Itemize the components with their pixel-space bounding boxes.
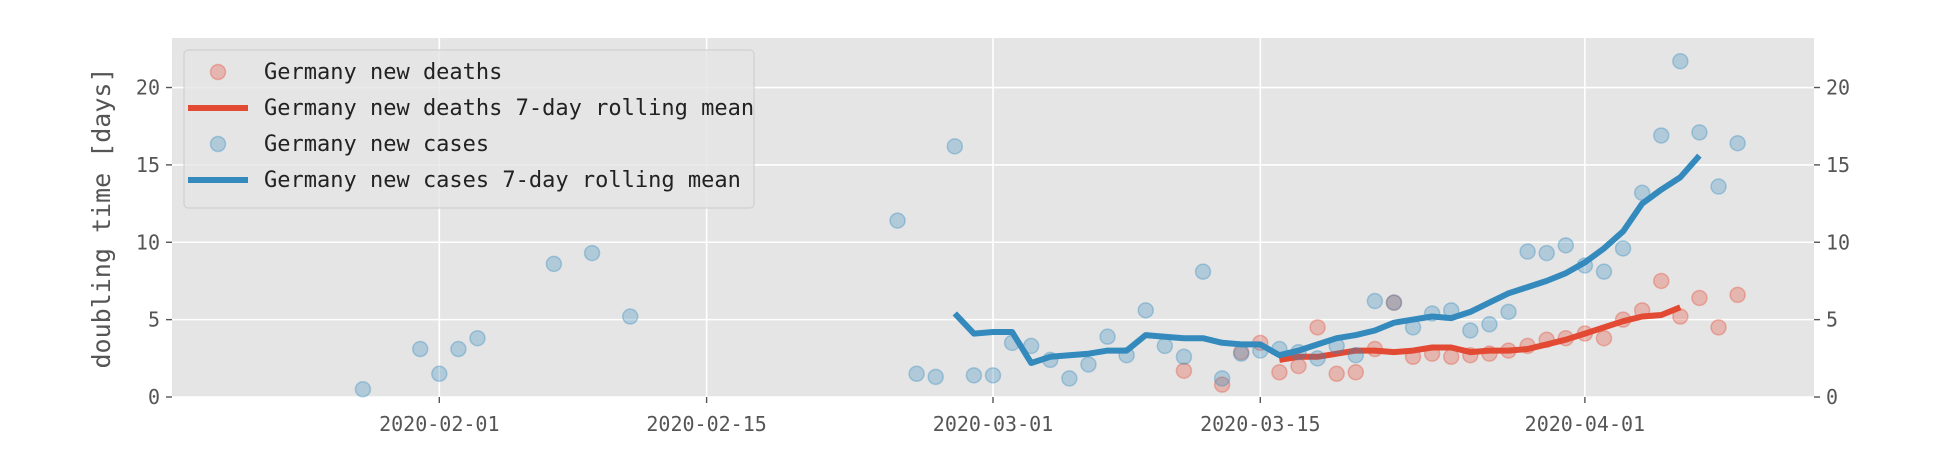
x-tick-label: 2020-02-01: [379, 412, 499, 436]
data-point-series-2: [1385, 294, 1403, 311]
legend-entry-label: Germany new deaths 7-day rolling mean: [264, 96, 754, 121]
y-tick-label-right: 5: [1826, 308, 1838, 332]
legend-entry-label: Germany new deaths: [264, 60, 502, 85]
x-tick-label: 2020-03-01: [933, 412, 1053, 436]
chart-marks: [354, 52, 1746, 398]
data-point-series-2: [469, 329, 486, 347]
data-point-series-2: [1672, 52, 1689, 70]
data-point-series-2: [450, 340, 467, 358]
data-point-series-0: [1347, 363, 1365, 381]
data-point-series-2: [1653, 127, 1670, 144]
data-point-series-2: [1194, 263, 1212, 280]
data-point-series-2: [889, 212, 906, 229]
y-axis-label: doubling time [days]: [87, 67, 116, 368]
data-point-series-2: [908, 365, 925, 383]
data-point-series-0: [1290, 357, 1307, 375]
axis-ticks: 2020-02-01 2020-02-15 2020-03-01 2020-03-15…: [136, 76, 1850, 436]
data-point-series-0: [1213, 376, 1231, 393]
x-tick-label: 2020-02-15: [646, 412, 766, 436]
data-point-series-0: [1175, 362, 1193, 379]
data-point-series-0: [1729, 286, 1746, 304]
y-tick-label-left: 15: [136, 153, 160, 177]
data-point-series-0: [1595, 329, 1613, 347]
y-tick-label-left: 20: [136, 76, 160, 100]
data-point-series-2: [1462, 322, 1479, 339]
legend-entry-label: Germany new cases: [264, 132, 489, 157]
data-point-series-2: [1729, 134, 1746, 152]
y-tick-label-right: 20: [1826, 76, 1850, 100]
data-point-series-2: [1500, 303, 1517, 321]
data-point-series-2: [1099, 328, 1116, 345]
legend: Germany new deaths Germany new deaths 7-d…: [183, 49, 755, 209]
data-point-series-2: [946, 138, 964, 155]
data-point-series-2: [621, 308, 639, 325]
data-point-series-2: [1232, 345, 1250, 362]
x-tick-label: 2020-03-15: [1200, 412, 1320, 436]
data-point-series-2: [1557, 237, 1575, 254]
data-point-series-2: [354, 381, 372, 398]
y-tick-label-right: 0: [1826, 385, 1838, 409]
data-point-series-2: [583, 244, 601, 262]
data-point-series-2: [1519, 243, 1536, 260]
data-point-series-2: [411, 340, 429, 358]
data-point-series-2: [1710, 178, 1727, 195]
data-point-series-2: [431, 365, 448, 383]
data-point-series-2: [545, 255, 563, 273]
legend-entry-label: Germany new cases 7-day rolling mean: [264, 168, 741, 193]
data-point-series-0: [1710, 319, 1727, 336]
data-point-series-2: [1061, 370, 1078, 387]
series-line-1: [1278, 304, 1682, 363]
data-point-series-0: [1271, 363, 1288, 381]
data-point-series-2: [984, 367, 1002, 384]
legend-marker-points: [209, 135, 227, 153]
data-point-series-0: [1309, 319, 1326, 336]
data-point-series-2: [1538, 244, 1555, 262]
data-point-series-2: [965, 367, 983, 384]
legend-marker-points: [209, 63, 227, 81]
data-point-series-2: [1309, 350, 1326, 367]
data-point-series-2: [1614, 240, 1632, 257]
data-point-series-2: [1213, 370, 1231, 387]
y-tick-label-right: 10: [1826, 230, 1850, 254]
data-point-series-0: [1328, 365, 1345, 383]
data-point-series-2: [1595, 263, 1613, 280]
data-point-series-2: [1175, 348, 1193, 366]
y-tick-label-left: 10: [136, 230, 160, 254]
data-point-series-2: [1481, 316, 1498, 333]
y-tick-label-left: 0: [148, 385, 160, 409]
data-point-series-0: [1653, 272, 1670, 290]
x-tick-label: 2020-04-01: [1525, 412, 1645, 436]
series-line-3: [952, 153, 1702, 366]
data-point-series-2: [927, 368, 944, 386]
legend-box: [183, 49, 755, 209]
data-point-series-2: [1137, 302, 1154, 319]
data-point-series-0: [1385, 294, 1403, 311]
data-point-series-0: [1691, 289, 1708, 307]
y-tick-label-right: 15: [1826, 153, 1850, 177]
data-point-series-2: [1691, 124, 1708, 141]
data-point-series-2: [1347, 346, 1365, 364]
data-point-series-2: [1156, 337, 1174, 355]
y-tick-label-left: 5: [148, 308, 160, 332]
data-point-series-2: [1366, 292, 1384, 310]
data-point-series-2: [1080, 356, 1097, 373]
